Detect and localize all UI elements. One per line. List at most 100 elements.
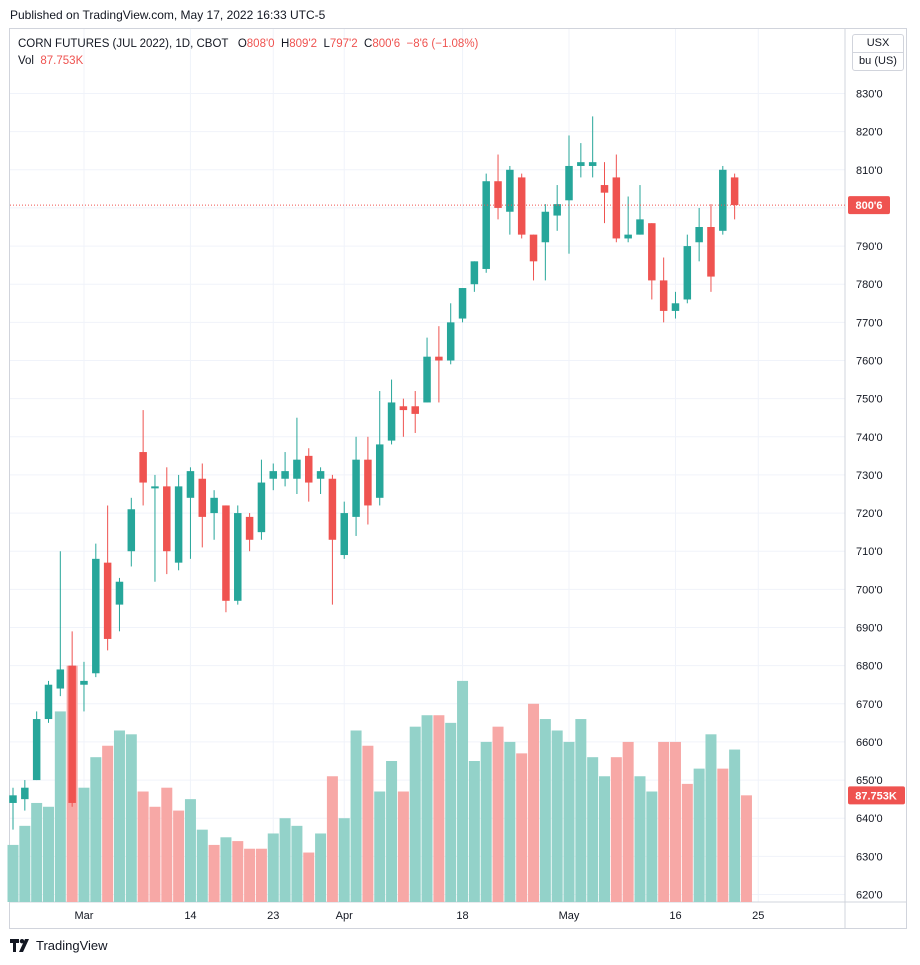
volume-bar (681, 783, 693, 902)
low-label: L (323, 38, 330, 50)
candle-body (305, 455, 313, 483)
price-tick-label: 770'0 (856, 317, 883, 329)
volume-bar (551, 730, 563, 902)
volume-bar (693, 768, 705, 902)
volume-bar (528, 703, 540, 902)
x-tick-label: Apr (336, 910, 353, 922)
candle-body (683, 246, 692, 300)
volume-bar (622, 741, 634, 902)
price-tick-label: 810'0 (856, 165, 883, 177)
volume-bar (267, 833, 279, 902)
candle-body (423, 356, 431, 403)
candle-body (115, 581, 124, 605)
unit-label: bu (US) (853, 52, 903, 70)
volume-bar (90, 757, 102, 902)
volume-bar (232, 841, 244, 902)
chart-frame (9, 28, 907, 929)
candle-body (446, 322, 455, 361)
last-volume-label: 87.753K (855, 790, 897, 802)
volume-bar (279, 818, 291, 902)
candle-body (328, 478, 337, 540)
volume-bar (386, 761, 398, 902)
price-tick-label: 730'0 (856, 470, 883, 482)
candle-body (659, 280, 668, 311)
candle-body (482, 181, 490, 269)
volume-bar (397, 791, 409, 902)
volume-bar (740, 795, 752, 902)
price-tick-label: 740'0 (856, 432, 883, 444)
price-tick-label: 670'0 (856, 699, 883, 711)
volume-bar (173, 810, 185, 902)
candle-body (624, 234, 632, 239)
change-value: −8'6 (−1.08%) (406, 38, 479, 50)
price-tick-label: 710'0 (856, 546, 883, 558)
candle-body (435, 356, 443, 361)
last-volume-badge (848, 786, 905, 805)
price-tick-label: 630'0 (856, 851, 883, 863)
volume-bar (125, 734, 137, 902)
volume-bar (42, 806, 54, 902)
volume-bar (445, 722, 457, 902)
candle-body (68, 665, 76, 803)
x-tick-label: May (559, 910, 580, 922)
candle-body (21, 787, 29, 800)
currency-unit-button[interactable]: USX bu (US) (852, 34, 904, 71)
x-tick-label: 14 (184, 910, 196, 922)
candle-body (103, 562, 112, 639)
candle-body (222, 505, 230, 601)
currency-code: USX (866, 37, 890, 49)
volume-bar (516, 753, 528, 902)
price-tick-label: 640'0 (856, 813, 883, 825)
volume-bar (303, 852, 315, 902)
volume-bar (457, 680, 469, 902)
volume-bar (102, 745, 114, 902)
volume-bar (196, 829, 208, 902)
ohlc-row: CORN FUTURES (JUL 2022), 1D, CBOT O808'0… (18, 36, 478, 53)
volume-bar (717, 768, 729, 902)
candle-body (234, 513, 242, 601)
price-tick-label: 750'0 (856, 394, 883, 406)
candle-body (198, 478, 207, 517)
volume-bar (669, 741, 681, 902)
volume-bar (658, 741, 670, 902)
candle-body (506, 169, 514, 212)
volume-bar (78, 787, 90, 902)
price-tick-label: 760'0 (856, 356, 883, 368)
price-tick-label: 780'0 (856, 279, 883, 291)
candle-body (399, 406, 408, 411)
chart-legend: CORN FUTURES (JUL 2022), 1D, CBOT O808'0… (18, 36, 478, 70)
price-tick-label: 700'0 (856, 584, 883, 596)
candle-body (707, 227, 715, 277)
tradingview-logo-icon (10, 939, 29, 952)
price-tick-label: 820'0 (856, 127, 883, 139)
volume-bar (208, 844, 220, 902)
volume-bar (480, 741, 492, 902)
price-tick-label: 830'0 (856, 89, 883, 101)
candle-body (529, 234, 538, 262)
price-tick-label: 620'0 (856, 890, 883, 902)
candle-body (9, 795, 17, 803)
vol-label: Vol (18, 55, 34, 67)
volume-bar (421, 715, 433, 902)
volume-bar (563, 741, 575, 902)
volume-bar (409, 726, 421, 902)
volume-bar (504, 741, 516, 902)
published-caption: Published on TradingView.com, May 17, 20… (10, 8, 326, 22)
candle-body (293, 459, 301, 479)
candle-body (174, 486, 183, 563)
volume-bar (610, 757, 622, 902)
tradingview-logo[interactable]: TradingView (10, 938, 108, 953)
candle-body (565, 165, 573, 201)
x-tick-label: 25 (752, 910, 764, 922)
candle-body (719, 169, 727, 231)
candle-body (151, 486, 159, 489)
candle-body (186, 471, 195, 498)
candle-body (411, 406, 419, 414)
volume-bar (19, 825, 31, 902)
candle-body (577, 162, 585, 166)
candle-body (352, 459, 360, 517)
candle-body (44, 684, 53, 720)
high-label: H (280, 38, 290, 50)
x-tick-label: 16 (669, 910, 681, 922)
